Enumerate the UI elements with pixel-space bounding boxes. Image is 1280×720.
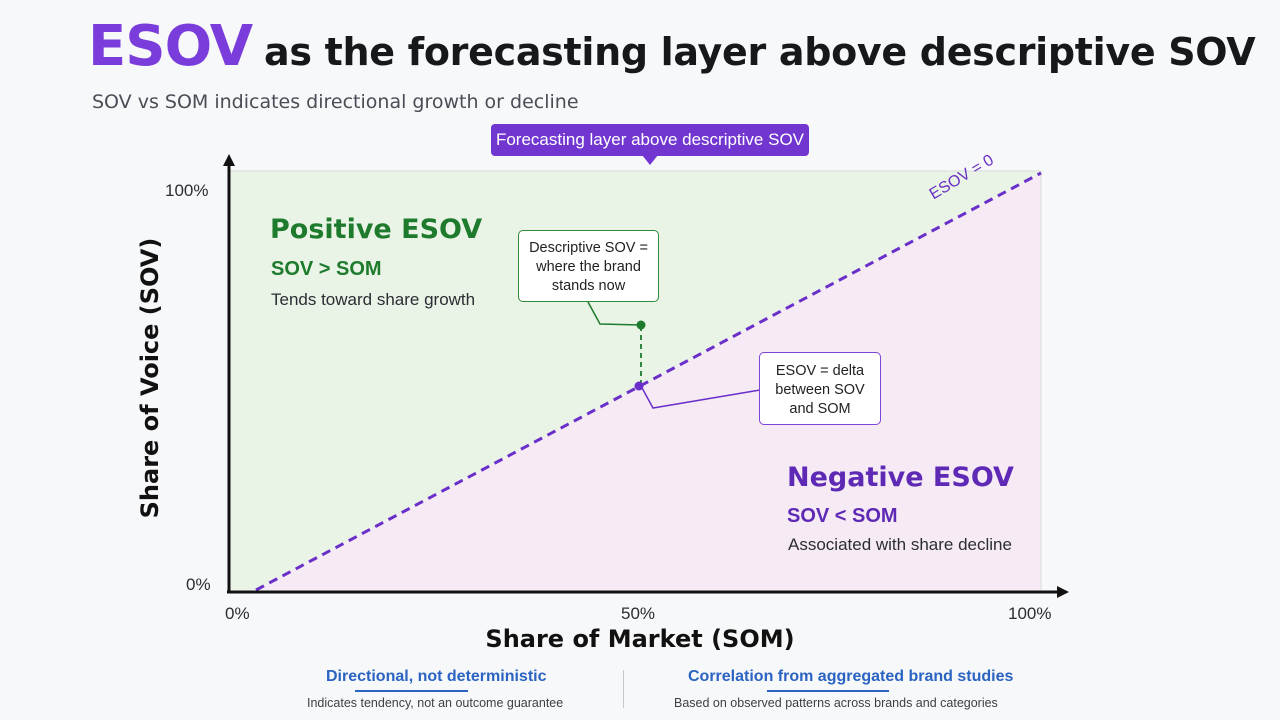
esov-leader-line xyxy=(640,385,761,409)
descriptive-callout-line: Descriptive SOV = xyxy=(529,240,648,256)
footer-left-underline xyxy=(355,690,468,692)
footer-left-heading: Directional, not deterministic xyxy=(326,668,547,685)
esov-callout-line: and SOM xyxy=(789,401,851,417)
forecasting-layer-callout: Forecasting layer above descriptive SOV xyxy=(491,124,809,156)
esov-callout-line: ESOV = delta xyxy=(775,363,865,379)
page-title: ESOV as the forecasting layer above descr… xyxy=(88,14,1256,79)
descriptive-callout-line: where the brand xyxy=(536,259,641,275)
title-rest: as the forecasting layer above descripti… xyxy=(264,30,1256,74)
y-tick-100: 100% xyxy=(165,181,209,200)
footer-left-text: Indicates tendency, not an outcome guara… xyxy=(307,696,564,710)
y-tick-0: 0% xyxy=(186,575,211,594)
subtitle: SOV vs SOM indicates directional growth … xyxy=(92,91,579,113)
descriptive-sov-point xyxy=(636,320,646,330)
y-axis-label: Share of Voice (SOV) xyxy=(136,237,164,519)
positive-esov-condition: SOV > SOM xyxy=(271,258,382,280)
esov-delta-callout: ESOV = delta between SOV and SOM xyxy=(759,352,881,425)
negative-esov-description: Associated with share decline xyxy=(788,535,1012,554)
callout-pointer xyxy=(642,155,658,165)
footer-divider xyxy=(623,670,624,708)
descriptive-leader-line xyxy=(587,301,642,326)
esov-point-on-diagonal xyxy=(634,381,644,391)
esov-zero-diagonal xyxy=(255,171,1042,592)
x-tick-100: 100% xyxy=(1008,604,1052,623)
positive-esov-region xyxy=(229,171,1041,590)
negative-esov-condition: SOV < SOM xyxy=(787,505,898,527)
footer-right-underline xyxy=(767,690,889,692)
positive-esov-title: Positive ESOV xyxy=(270,214,483,245)
negative-esov-title: Negative ESOV xyxy=(787,462,1014,493)
positive-esov-description: Tends toward share growth xyxy=(271,290,476,309)
esov-callout-line: between SOV xyxy=(775,382,865,398)
x-tick-0: 0% xyxy=(225,604,250,623)
title-accent: ESOV xyxy=(88,14,253,79)
x-tick-50: 50% xyxy=(621,604,656,623)
x-axis-label: Share of Market (SOM) xyxy=(485,625,795,653)
descriptive-callout-line: stands now xyxy=(551,278,626,294)
descriptive-sov-callout: Descriptive SOV = where the brand stands… xyxy=(518,230,659,302)
footer-right-text: Based on observed patterns across brands… xyxy=(674,696,998,710)
footer-right-heading: Correlation from aggregated brand studie… xyxy=(688,668,1014,685)
